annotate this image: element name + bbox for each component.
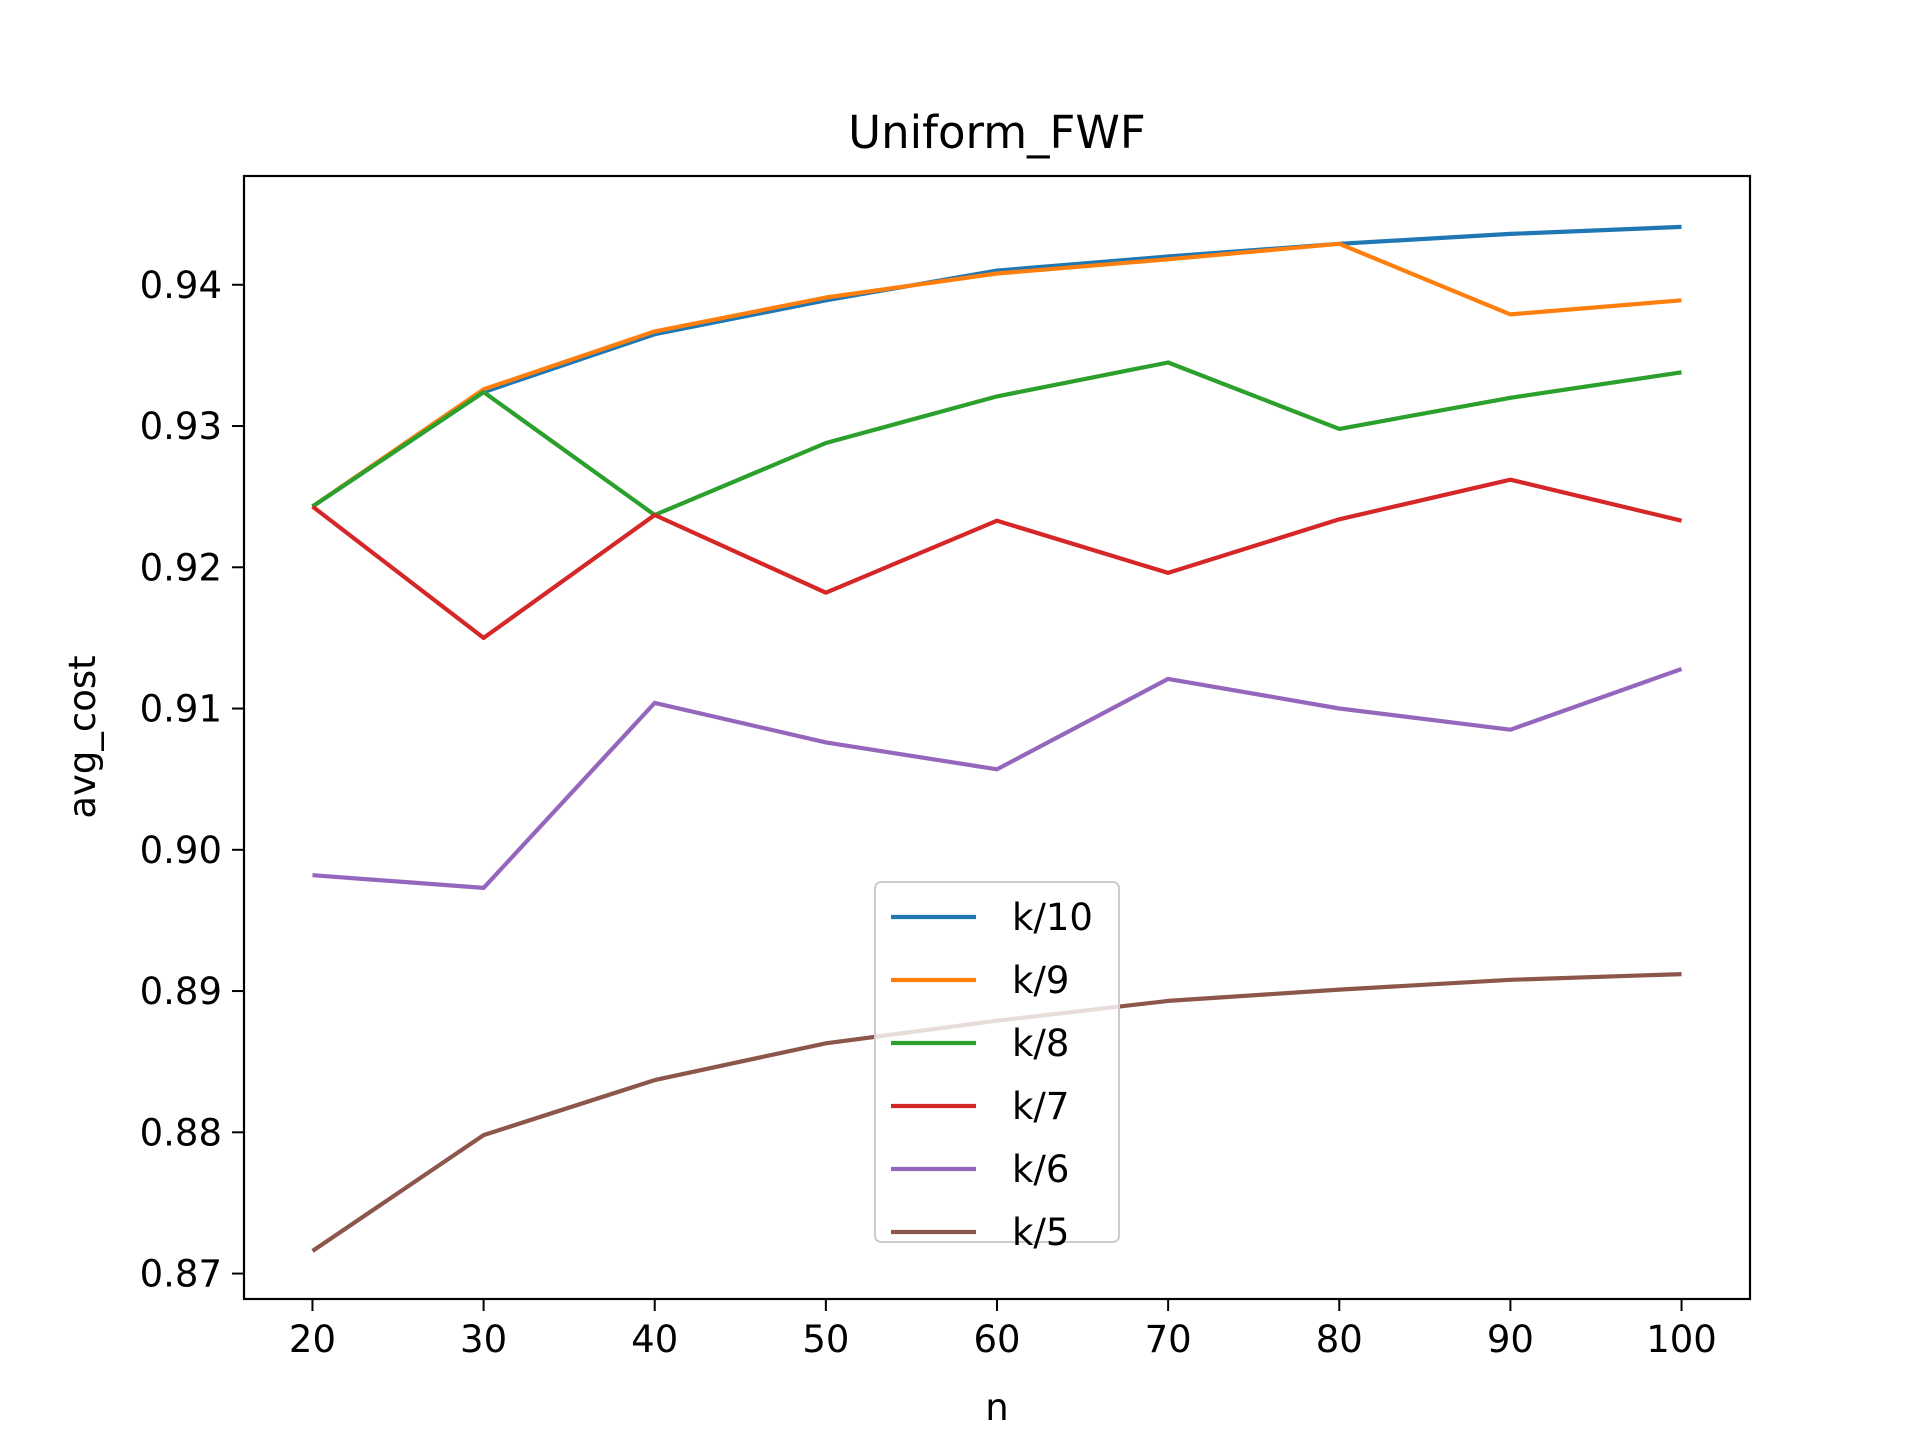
series-line-0 xyxy=(311,224,1682,509)
x-tick-label: 80 xyxy=(1316,1318,1363,1361)
series-line-2 xyxy=(311,360,1682,518)
x-axis-label: n xyxy=(985,1386,1008,1429)
legend-label-0: k/10 xyxy=(1012,896,1093,939)
legend-label-5: k/5 xyxy=(1012,1211,1069,1254)
x-tick-label: 90 xyxy=(1487,1318,1534,1361)
series-line-1 xyxy=(311,241,1682,509)
y-tick-label: 0.92 xyxy=(140,546,222,589)
y-axis-label: avg_cost xyxy=(61,655,104,818)
x-tick-label: 50 xyxy=(802,1318,849,1361)
x-tick-label: 60 xyxy=(973,1318,1020,1361)
legend: k/10 k/9 k/8 k/7 k/6 k/5 xyxy=(874,881,1120,1254)
x-tick-label: 20 xyxy=(289,1318,336,1361)
legend-label-2: k/8 xyxy=(1012,1022,1069,1065)
x-tick-label: 40 xyxy=(631,1318,678,1361)
legend-frame xyxy=(874,881,1120,1243)
y-tick-label: 0.90 xyxy=(140,829,222,872)
x-tick-label: 30 xyxy=(460,1318,507,1361)
legend-label-4: k/6 xyxy=(1012,1148,1069,1191)
legend-label-1: k/9 xyxy=(1012,959,1069,1002)
y-tick-label: 0.89 xyxy=(140,970,222,1013)
x-tick-label: 70 xyxy=(1145,1318,1192,1361)
y-tick-label: 0.91 xyxy=(140,688,222,731)
y-axis-ticks: 0.87 0.88 0.89 0.90 0.91 0.92 0.93 0.94 xyxy=(140,264,244,1296)
series-line-4 xyxy=(312,667,1683,891)
y-tick-label: 0.94 xyxy=(140,264,222,307)
y-tick-label: 0.93 xyxy=(140,405,222,448)
y-tick-label: 0.87 xyxy=(140,1253,222,1296)
x-axis-ticks: 20 30 40 50 60 70 80 90 100 xyxy=(289,1299,1717,1361)
x-tick-label: 100 xyxy=(1646,1318,1717,1361)
y-tick-label: 0.88 xyxy=(140,1111,222,1154)
legend-label-3: k/7 xyxy=(1012,1085,1069,1128)
series-line-3 xyxy=(311,477,1682,641)
chart-title: Uniform_FWF xyxy=(848,106,1146,159)
